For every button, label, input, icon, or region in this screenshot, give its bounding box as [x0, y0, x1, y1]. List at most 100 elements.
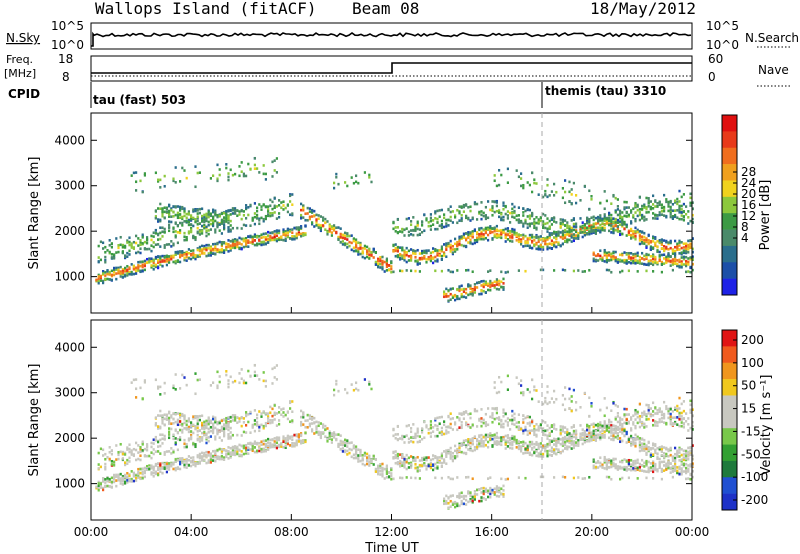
power-cell	[220, 218, 223, 222]
power-cell	[157, 255, 160, 259]
velocity-cell	[183, 445, 186, 449]
power-cell	[300, 213, 303, 217]
power-cell	[572, 225, 575, 228]
velocity-cell	[267, 415, 270, 418]
velocity-cell	[295, 443, 298, 447]
velocity-cell	[460, 426, 463, 430]
velocity-cell	[183, 463, 186, 467]
power-cell	[117, 271, 120, 275]
velocity-cell	[401, 464, 404, 467]
power-cell	[190, 214, 193, 217]
velocity-cell	[181, 428, 184, 432]
power-cell	[674, 215, 677, 219]
velocity-cell	[227, 433, 230, 436]
velocity-cell	[370, 458, 373, 461]
power-cell	[368, 250, 371, 253]
velocity-cell	[238, 372, 241, 375]
power-cell	[608, 259, 611, 262]
power-cell	[229, 239, 232, 243]
colorbar-swatch	[722, 131, 737, 149]
power-cell	[135, 171, 138, 174]
power-cell	[443, 295, 446, 299]
power-cell	[135, 180, 138, 184]
power-cell	[478, 212, 481, 215]
power-cell	[357, 253, 360, 256]
velocity-cell	[229, 415, 232, 419]
velocity-cell	[403, 457, 406, 461]
power-cell	[194, 208, 197, 212]
power-cell	[605, 222, 608, 225]
velocity-cell	[427, 428, 430, 431]
power-cell	[676, 262, 679, 266]
power-cell	[124, 256, 127, 260]
velocity-cell	[491, 444, 494, 447]
power-cell	[634, 201, 637, 205]
power-cell	[526, 238, 529, 241]
velocity-cell	[247, 448, 250, 451]
power-cell	[603, 190, 606, 193]
power-cell	[348, 244, 351, 248]
power-cell	[174, 251, 177, 254]
velocity-cell	[333, 434, 336, 437]
velocity-cell	[394, 450, 397, 453]
velocity-cell	[185, 462, 188, 466]
power-cell	[135, 267, 138, 270]
power-cell	[608, 211, 611, 215]
power-cell	[478, 281, 481, 284]
power-cell	[381, 263, 384, 266]
power-cell	[447, 268, 450, 272]
power-cell	[355, 244, 358, 247]
power-cell	[344, 242, 347, 245]
velocity-cell	[280, 408, 283, 411]
power-cell	[669, 246, 672, 250]
velocity-cell	[480, 417, 483, 420]
power-cell	[522, 225, 525, 228]
power-cell	[656, 262, 659, 266]
velocity-cell	[489, 437, 492, 441]
velocity-cell	[183, 427, 186, 430]
velocity-cell	[110, 459, 113, 463]
power-cell	[566, 226, 569, 230]
velocity-cell	[447, 425, 450, 429]
power-cell	[126, 239, 129, 242]
power-cell	[405, 246, 408, 250]
velocity-cell	[484, 437, 487, 440]
power-cell	[110, 242, 113, 245]
power-cell	[645, 246, 648, 249]
power-cell	[678, 239, 681, 243]
power-cell	[425, 260, 428, 264]
power-cell	[652, 212, 655, 215]
power-cell	[203, 247, 206, 251]
power-cell	[531, 233, 534, 237]
power-cell	[271, 175, 274, 178]
velocity-cell	[163, 381, 166, 385]
velocity-cell	[377, 469, 380, 472]
velocity-cell	[396, 461, 399, 465]
power-cell	[489, 283, 492, 286]
power-cell	[449, 239, 452, 243]
power-cell	[491, 200, 494, 203]
power-cell	[124, 274, 127, 278]
velocity-cell	[161, 442, 164, 445]
power-cell	[572, 236, 575, 240]
power-cell	[330, 234, 333, 237]
velocity-cell	[194, 443, 197, 446]
power-cell	[641, 230, 644, 234]
velocity-cell	[267, 412, 270, 415]
power-cell	[465, 291, 468, 295]
velocity-cell	[271, 421, 274, 424]
power-cell	[678, 211, 681, 214]
power-cell	[482, 211, 485, 215]
power-cell	[652, 236, 655, 240]
velocity-cell	[97, 467, 100, 470]
velocity-cell	[313, 416, 316, 420]
power-cell	[632, 230, 635, 234]
power-cell	[183, 238, 186, 242]
velocity-cell	[304, 419, 307, 423]
power-cell	[656, 239, 659, 243]
power-cell	[669, 240, 672, 244]
power-cell	[286, 235, 289, 239]
power-cell	[572, 233, 575, 236]
velocity-cell	[363, 454, 366, 457]
power-cell	[557, 241, 560, 244]
